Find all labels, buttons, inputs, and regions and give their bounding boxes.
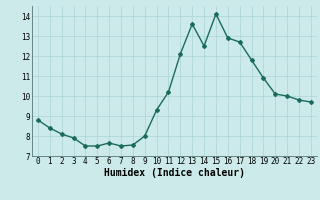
X-axis label: Humidex (Indice chaleur): Humidex (Indice chaleur) [104,168,245,178]
